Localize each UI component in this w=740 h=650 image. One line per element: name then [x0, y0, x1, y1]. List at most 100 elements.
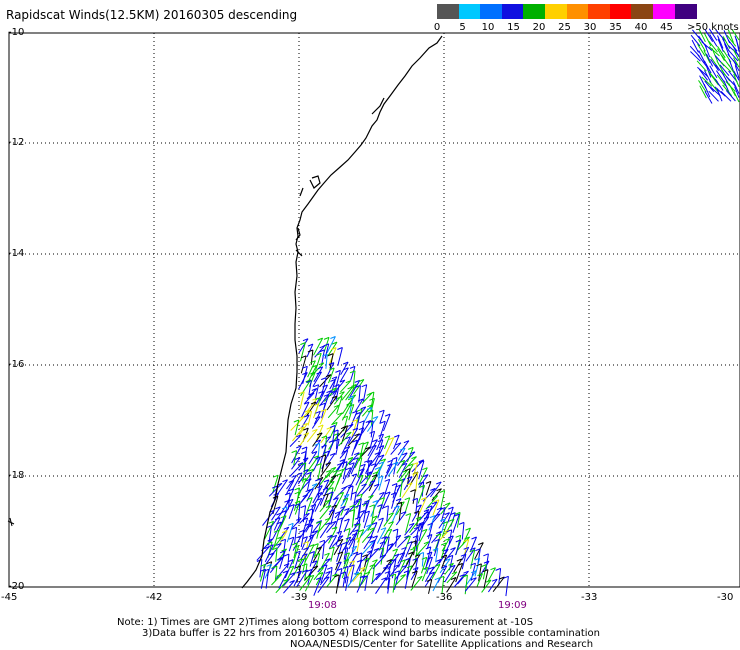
wind-barb-flag [347, 423, 354, 427]
wind-barb-flag [386, 559, 392, 562]
wind-barb [355, 398, 364, 412]
wind-barb [703, 70, 712, 83]
wind-barb [328, 535, 338, 550]
wind-barb-flag [393, 564, 400, 568]
wind-barb [404, 456, 417, 471]
wind-barb-flag [421, 497, 427, 501]
wind-barb [278, 530, 288, 546]
wind-barb-flag [263, 568, 269, 572]
wind-barb [708, 40, 718, 53]
wind-barb-flag [289, 504, 295, 507]
wind-barb [405, 513, 412, 533]
wind-barb-flag [458, 521, 465, 525]
wind-barb-flag [400, 511, 407, 515]
wind-barb-flag [266, 541, 273, 545]
wind-barb [705, 53, 714, 67]
wind-barb [371, 564, 376, 584]
wind-barb [399, 479, 403, 498]
wind-barb [330, 509, 335, 525]
wind-barb-flag [384, 577, 390, 581]
wind-barb [691, 39, 699, 53]
wind-barb [698, 68, 708, 81]
wind-barb-flag [404, 468, 411, 472]
wind-barb-flag [317, 366, 323, 370]
wind-barb [371, 504, 375, 525]
wind-barb [298, 423, 309, 436]
wind-barb [315, 353, 322, 371]
wind-barb [455, 539, 462, 556]
wind-barb [343, 518, 350, 533]
wind-barb-flag [348, 395, 354, 399]
wind-barb [358, 463, 366, 479]
wind-barb-flag [373, 547, 380, 551]
wind-barb [386, 536, 390, 553]
wind-barb [728, 59, 735, 73]
wind-barb [440, 507, 446, 522]
wind-barb-flag [384, 435, 390, 439]
wind-barb [352, 566, 366, 583]
wind-barb [701, 76, 713, 87]
wind-barb-flag [416, 523, 422, 527]
wind-barb [304, 575, 315, 592]
wind-barb-flag [393, 553, 400, 557]
wind-barb [690, 34, 701, 47]
wind-barb-flag [366, 407, 373, 410]
wind-barb-flag [310, 503, 316, 507]
wind-barb-flag [419, 484, 425, 488]
colorbar-label: 0 [433, 22, 441, 33]
wind-barb-flag [483, 560, 490, 564]
wind-barb [720, 54, 731, 67]
wind-barb-flag [362, 554, 368, 558]
wind-barb [320, 462, 332, 477]
wind-barb-flag [340, 505, 346, 509]
wind-barb-flag [355, 412, 361, 415]
wind-barb [455, 563, 464, 583]
wind-barb-flag [412, 472, 418, 475]
wind-barb [283, 572, 296, 587]
wind-barb [474, 557, 481, 577]
wind-barb [339, 367, 349, 383]
wind-barb [415, 472, 419, 492]
colorbar-segment [523, 4, 546, 19]
wind-barb-flag [392, 548, 398, 552]
wind-barb-flag [337, 538, 344, 542]
wind-barb [335, 551, 344, 571]
wind-barb [422, 488, 436, 502]
wind-barb-flag [339, 391, 345, 395]
wind-barb-flag [368, 391, 375, 395]
wind-barb-flag [310, 371, 316, 375]
wind-barb-flag [317, 424, 324, 428]
colorbar-segment [545, 4, 567, 19]
wind-barb [378, 475, 384, 491]
wind-barb-flag [460, 553, 467, 557]
wind-barb-flag [399, 459, 405, 463]
wind-barb [719, 64, 730, 77]
wind-barb [406, 447, 414, 463]
wind-barb [299, 575, 312, 591]
wind-barb [709, 86, 721, 97]
wind-barb [370, 398, 375, 413]
wind-barb-flag [336, 396, 343, 399]
wind-barb-flag [364, 557, 370, 561]
wind-barb [701, 41, 713, 51]
wind-barb [416, 511, 420, 527]
wind-barb-flag [308, 488, 314, 492]
wind-barb [728, 83, 736, 97]
wind-barb [734, 65, 740, 79]
wind-barb-flag [364, 510, 370, 514]
wind-barb [722, 84, 733, 97]
wind-barb-flag [370, 463, 377, 466]
wind-barb-flag [326, 390, 332, 394]
wind-barb [345, 384, 357, 401]
wind-barb [378, 421, 386, 440]
wind-barb-flag [379, 491, 385, 495]
wind-barb-flag [325, 505, 332, 508]
wind-barb [337, 347, 343, 366]
wind-barb [383, 413, 391, 432]
wind-barb [417, 529, 428, 547]
wind-barb [325, 354, 328, 369]
wind-barb [717, 35, 724, 49]
wind-barb-flag [383, 505, 389, 509]
wind-barb [324, 387, 337, 402]
wind-barb [394, 574, 406, 586]
